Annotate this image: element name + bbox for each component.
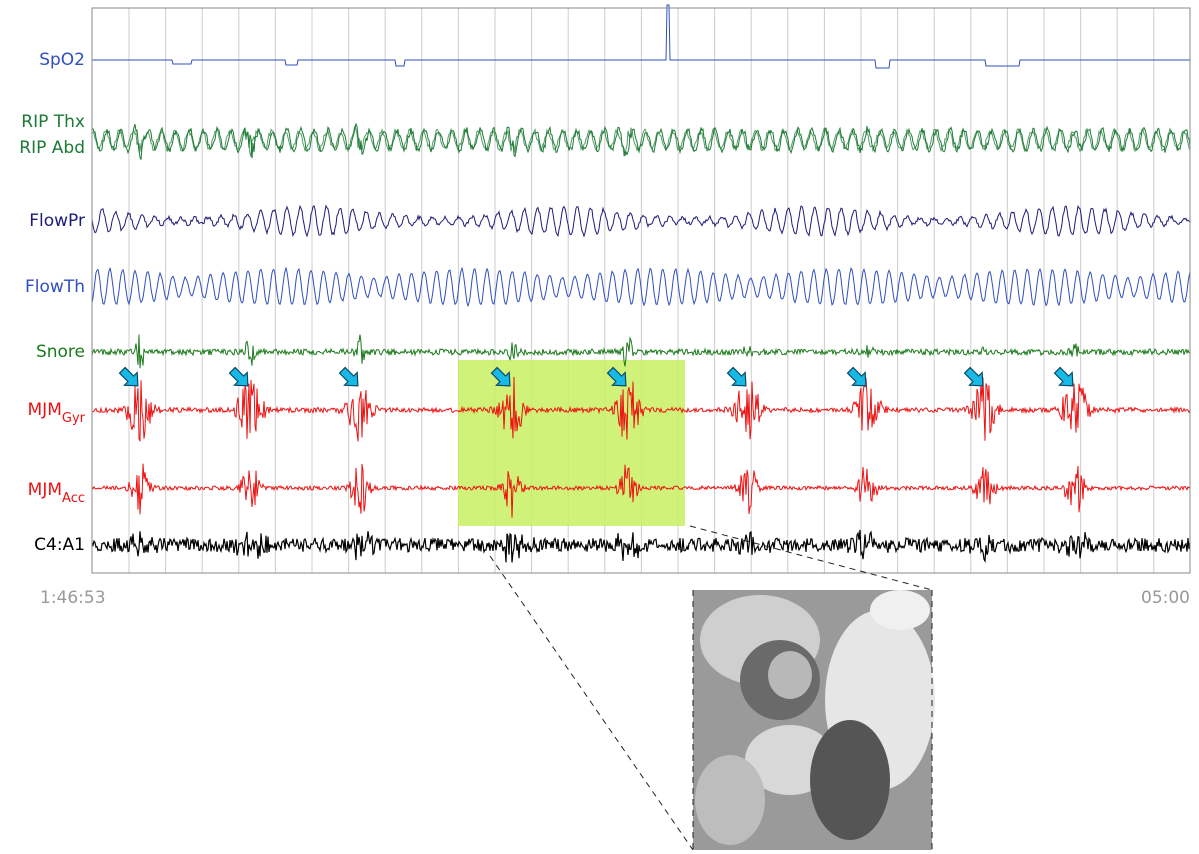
zoom-line — [689, 525, 933, 591]
signal-trace — [91, 529, 1191, 563]
arrow — [338, 366, 359, 387]
arrow — [118, 366, 139, 387]
signal-trace — [91, 266, 1191, 308]
arrow-shape — [228, 366, 249, 387]
arrow — [490, 366, 511, 387]
arrow-shape — [726, 366, 747, 387]
signal-trace — [91, 463, 1191, 518]
channel-label: MJMGyr — [28, 400, 86, 426]
video-frame — [692, 590, 935, 850]
channel-label: RIP Thx — [21, 112, 85, 132]
arrow-shape — [490, 366, 511, 387]
arrow — [606, 366, 627, 387]
channel-label: Snore — [36, 342, 85, 362]
label-text: MJM — [28, 400, 62, 420]
label-text: FlowTh — [25, 277, 85, 297]
time-start: 1:46:53 — [40, 588, 106, 608]
plot-frame — [91, 7, 1191, 574]
signal-trace — [91, 125, 1191, 158]
channel-label: FlowTh — [25, 277, 85, 297]
channel-label: MJMAcc — [28, 480, 85, 506]
arrow — [846, 366, 867, 387]
channel-label: C4:A1 — [34, 535, 85, 555]
signal-trace — [91, 204, 1191, 238]
label-text: RIP Abd — [19, 138, 85, 158]
zoom-line — [489, 555, 694, 851]
arrow-shape — [963, 366, 984, 387]
event-arrows — [118, 366, 1074, 387]
arrow — [726, 366, 747, 387]
signal-trace — [91, 122, 1191, 160]
label-text: FlowPr — [29, 211, 85, 231]
signal-trace — [91, 376, 1191, 442]
arrow-shape — [846, 366, 867, 387]
label-text: C4:A1 — [34, 535, 85, 555]
arrow-shape — [606, 366, 627, 387]
arrow-shape — [118, 366, 139, 387]
signal-trace — [92, 4, 1190, 69]
time-end: 05:00 — [1141, 588, 1190, 608]
label-text: Snore — [36, 342, 85, 362]
channel-label: FlowPr — [29, 211, 85, 231]
traces — [91, 4, 1191, 563]
arrow — [963, 366, 984, 387]
arrow-shape — [1053, 366, 1074, 387]
label-text: SpO2 — [39, 50, 85, 70]
label-text: RIP Thx — [21, 112, 85, 132]
arrow — [228, 366, 249, 387]
channel-label: SpO2 — [39, 50, 85, 70]
label-subscript: Gyr — [62, 411, 86, 426]
arrow-shape — [338, 366, 359, 387]
channel-label: RIP Abd — [19, 138, 85, 158]
arrow — [1053, 366, 1074, 387]
label-subscript: Acc — [62, 491, 85, 506]
signal-trace — [91, 334, 1191, 369]
highlight-window — [458, 360, 685, 526]
label-text: MJM — [28, 480, 62, 500]
